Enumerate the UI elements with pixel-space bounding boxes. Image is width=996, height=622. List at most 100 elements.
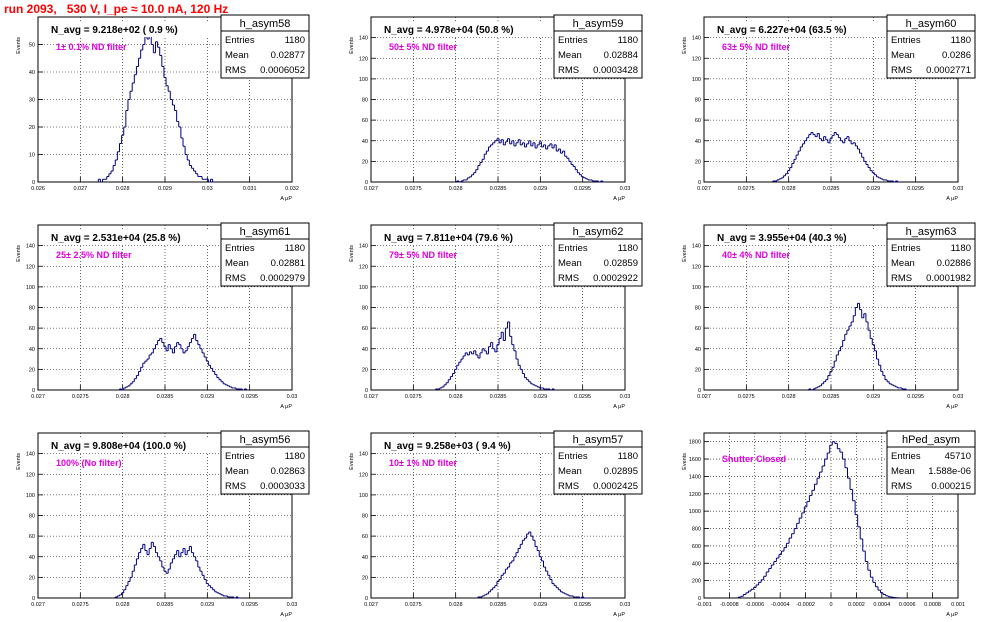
y-axis-title: Events bbox=[349, 37, 355, 54]
histogram-panel-h_asym59: 0.027 0.0275 0.028 0.0285 0.029 0.0295 0.03 0 20… bbox=[349, 14, 643, 202]
histogram-name: h_asym62 bbox=[573, 226, 624, 238]
x-axis-title: A μP bbox=[613, 196, 625, 202]
navg-label: N_avg = 7.811e+04 (79.6 %) bbox=[384, 233, 513, 244]
filter-annotation: 40± 4% ND filter bbox=[722, 250, 790, 260]
stats-value: 0.02881 bbox=[271, 258, 305, 269]
y-tick-label: 80 bbox=[362, 514, 368, 520]
filter-annotation: 79± 5% ND filter bbox=[389, 250, 457, 260]
x-tick-label: 0.03 bbox=[953, 186, 964, 192]
stats-value: 0.0001982 bbox=[926, 273, 971, 284]
x-tick-label: 0.028 bbox=[116, 602, 130, 608]
stats-box: h_asym61 Entries 1180 Mean 0.02881 RMS 0.00029… bbox=[220, 222, 310, 287]
stats-value: 1180 bbox=[618, 451, 638, 462]
x-tick-label: 0.03 bbox=[620, 186, 631, 192]
x-axis-title: A μP bbox=[613, 404, 625, 410]
stats-value: 1180 bbox=[285, 451, 305, 462]
y-tick-label: 50 bbox=[29, 43, 35, 49]
y-tick-label: 40 bbox=[695, 139, 701, 145]
stats-value: 0.0003033 bbox=[260, 481, 305, 492]
y-tick-label: 100 bbox=[692, 77, 701, 83]
y-tick-label: 40 bbox=[29, 70, 35, 76]
y-tick-label: 140 bbox=[26, 452, 35, 458]
x-tick-label: 0.03 bbox=[202, 186, 213, 192]
x-tick-label: 0.0295 bbox=[907, 394, 924, 400]
histogram-name: h_asym59 bbox=[573, 18, 624, 30]
y-tick-label: 1600 bbox=[689, 457, 701, 463]
stats-box: hPed_asym Entries 45710 Mean 1.588e-06 RMS 0.0… bbox=[886, 430, 976, 495]
x-tick-label: 0.0275 bbox=[405, 186, 422, 192]
x-tick-label: 0.028 bbox=[116, 186, 130, 192]
y-tick-label: 60 bbox=[29, 326, 35, 332]
x-tick-label: 0.027 bbox=[364, 186, 378, 192]
x-tick-label: 0.0295 bbox=[574, 186, 591, 192]
y-tick-label: 600 bbox=[692, 544, 701, 550]
y-tick-label: 200 bbox=[692, 579, 701, 585]
y-tick-label: 140 bbox=[692, 244, 701, 250]
stats-box-frame bbox=[220, 430, 310, 495]
filter-annotation: 63± 5% ND filter bbox=[722, 42, 790, 52]
navg-label: N_avg = 3.955e+04 (40.3 %) bbox=[717, 233, 847, 244]
y-tick-label: 120 bbox=[26, 472, 35, 478]
stats-value: 1180 bbox=[951, 243, 971, 254]
navg-box: N_avg = 2.531e+04 (25.8 %) bbox=[39, 230, 221, 245]
y-tick-label: 100 bbox=[359, 77, 368, 83]
y-tick-label: 30 bbox=[29, 98, 35, 104]
histogram-name: h_asym60 bbox=[906, 18, 957, 30]
y-tick-label: 80 bbox=[695, 98, 701, 104]
stats-label: Mean bbox=[558, 258, 582, 269]
stats-label: Mean bbox=[558, 466, 582, 477]
stats-value: 0.0002922 bbox=[593, 273, 638, 284]
stats-label: RMS bbox=[225, 481, 246, 492]
y-tick-label: 80 bbox=[362, 306, 368, 312]
stats-box: h_asym56 Entries 1180 Mean 0.02863 RMS 0.00030… bbox=[220, 430, 310, 495]
y-tick-label: 120 bbox=[359, 472, 368, 478]
x-tick-label: 0.03 bbox=[620, 394, 631, 400]
stats-value: 0.0002979 bbox=[260, 273, 305, 284]
y-tick-label: 60 bbox=[695, 326, 701, 332]
stats-value: 0.02886 bbox=[937, 258, 971, 269]
y-tick-label: 100 bbox=[26, 285, 35, 291]
x-tick-label: 0.027 bbox=[697, 186, 711, 192]
x-tick-label: 0.026 bbox=[31, 186, 45, 192]
y-tick-label: 100 bbox=[26, 493, 35, 499]
y-tick-label: 140 bbox=[26, 244, 35, 250]
x-tick-label: 0.028 bbox=[782, 394, 796, 400]
navg-background bbox=[39, 230, 221, 245]
y-tick-label: 100 bbox=[692, 285, 701, 291]
navg-label: N_avg = 2.531e+04 (25.8 %) bbox=[51, 233, 181, 244]
x-tick-label: 0.0002 bbox=[848, 602, 865, 608]
navg-box: N_avg = 6.227e+04 (63.5 %) bbox=[705, 22, 887, 37]
y-tick-label: 80 bbox=[695, 306, 701, 312]
histogram-panel-h_asym60: 0.027 0.0275 0.028 0.0285 0.029 0.0295 0.03 0 20… bbox=[682, 14, 976, 202]
navg-box: N_avg = 9.258e+03 ( 9.4 %) bbox=[372, 438, 554, 453]
y-tick-label: 100 bbox=[359, 493, 368, 499]
stats-value: 0.0002771 bbox=[926, 65, 971, 76]
histogram-panel-h_asym57: 0.027 0.0275 0.028 0.0285 0.029 0.0295 0.03 0 20… bbox=[349, 430, 643, 618]
stats-label: RMS bbox=[558, 481, 579, 492]
x-tick-label: 0.0275 bbox=[405, 394, 422, 400]
stats-label: Mean bbox=[225, 50, 249, 61]
y-tick-label: 60 bbox=[695, 118, 701, 124]
y-tick-label: 1200 bbox=[689, 492, 701, 498]
y-axis-title: Events bbox=[16, 453, 22, 470]
x-tick-label: 0.0295 bbox=[574, 602, 591, 608]
x-tick-label: 0.028 bbox=[449, 394, 463, 400]
stats-label: Entries bbox=[225, 243, 255, 254]
y-tick-label: 0 bbox=[32, 388, 35, 394]
y-tick-label: 100 bbox=[359, 285, 368, 291]
stats-value: 1180 bbox=[285, 243, 305, 254]
stats-box-frame bbox=[886, 14, 976, 79]
y-tick-label: 120 bbox=[26, 264, 35, 270]
x-tick-label: 0.027 bbox=[31, 394, 45, 400]
navg-background bbox=[372, 438, 554, 453]
stats-label: Mean bbox=[225, 258, 249, 269]
navg-label: N_avg = 4.978e+04 (50.8 %) bbox=[384, 25, 514, 36]
stats-box: h_asym59 Entries 1180 Mean 0.02884 RMS 0.00034… bbox=[553, 14, 643, 79]
y-tick-label: 60 bbox=[362, 118, 368, 124]
navg-background bbox=[39, 22, 221, 37]
stats-label: RMS bbox=[891, 273, 912, 284]
stats-box: h_asym57 Entries 1180 Mean 0.02895 RMS 0.00024… bbox=[553, 430, 643, 495]
x-tick-label: 0.0295 bbox=[574, 394, 591, 400]
y-axis-title: Events bbox=[16, 37, 22, 54]
